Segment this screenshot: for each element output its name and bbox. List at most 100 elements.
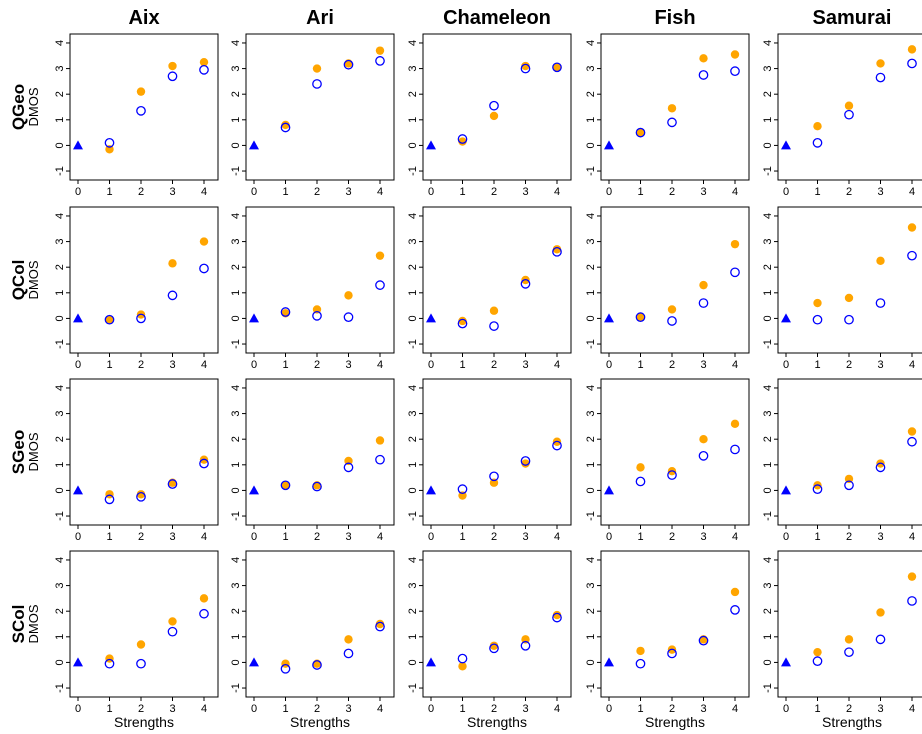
y-tick-label: -1 bbox=[407, 683, 419, 693]
column-titles: Aix Ari Chameleon Fish Samurai bbox=[128, 7, 891, 29]
y-tick-label: 2 bbox=[585, 436, 597, 442]
series-a-point bbox=[168, 259, 176, 267]
y-tick-label: 3 bbox=[762, 411, 774, 417]
panel-scol-chameleon: -1 0 1 2 3 4 0 1 2 3 4 bbox=[407, 551, 571, 715]
y-tick-label: -1 bbox=[585, 166, 597, 176]
x-tick-label: 0 bbox=[251, 703, 257, 715]
x-tick-label: 0 bbox=[428, 359, 434, 371]
series-b-point bbox=[200, 264, 208, 272]
reference-point bbox=[604, 485, 614, 494]
y-tick-label: 2 bbox=[762, 608, 774, 614]
y-tick-label: 4 bbox=[585, 40, 597, 46]
x-tick-label: 1 bbox=[106, 531, 112, 543]
x-tick-label: 0 bbox=[428, 531, 434, 543]
series-b-point bbox=[668, 118, 676, 126]
x-tick-label: 2 bbox=[491, 359, 497, 371]
series-a-point bbox=[200, 594, 208, 602]
y-tick-label: -1 bbox=[585, 339, 597, 349]
series-a-point bbox=[908, 572, 916, 580]
y-tick-label: 2 bbox=[585, 608, 597, 614]
y-tick-label: 3 bbox=[230, 411, 242, 417]
series-a-point bbox=[376, 436, 384, 444]
reference-point bbox=[426, 657, 436, 666]
series-b-point bbox=[458, 654, 466, 662]
y-tick-label: 1 bbox=[407, 634, 419, 640]
plot-frame bbox=[246, 207, 394, 353]
series-b-point bbox=[731, 606, 739, 614]
y-tick-label: 3 bbox=[54, 411, 66, 417]
y-tick-label: 0 bbox=[54, 315, 66, 321]
x-tick-label: 2 bbox=[669, 186, 675, 198]
y-tick-label: -1 bbox=[407, 339, 419, 349]
x-tick-label: 4 bbox=[909, 531, 915, 543]
series-a-point bbox=[668, 104, 676, 112]
x-tick-label: 3 bbox=[877, 531, 883, 543]
y-axis-label: DMOS bbox=[26, 432, 41, 471]
column-title: Samurai bbox=[813, 7, 892, 29]
x-tick-label: 3 bbox=[169, 359, 175, 371]
y-tick-label: 1 bbox=[762, 634, 774, 640]
x-tick-label: 1 bbox=[459, 703, 465, 715]
y-tick-label: 4 bbox=[230, 557, 242, 563]
series-a-point bbox=[731, 50, 739, 58]
y-tick-label: 3 bbox=[407, 583, 419, 589]
x-tick-label: 4 bbox=[201, 359, 207, 371]
x-tick-label: 2 bbox=[846, 186, 852, 198]
x-axis-label: Strengths bbox=[822, 714, 882, 730]
x-tick-label: 4 bbox=[377, 531, 383, 543]
series-b-point bbox=[731, 268, 739, 276]
series-b-point bbox=[845, 110, 853, 118]
reference-point bbox=[426, 313, 436, 322]
x-axis-label: Strengths bbox=[645, 714, 705, 730]
panel-qgeo-samurai: -1 0 1 2 3 4 0 1 2 3 4 bbox=[762, 34, 922, 198]
y-tick-label: -1 bbox=[54, 511, 66, 521]
y-tick-label: -1 bbox=[230, 166, 242, 176]
series-a-point bbox=[376, 46, 384, 54]
y-tick-label: 1 bbox=[585, 634, 597, 640]
y-axis-label: DMOS bbox=[26, 260, 41, 299]
y-tick-label: 2 bbox=[230, 91, 242, 97]
series-a-point bbox=[168, 617, 176, 625]
series-a-point bbox=[636, 463, 644, 471]
series-b-point bbox=[876, 635, 884, 643]
x-tick-label: 0 bbox=[75, 186, 81, 198]
x-tick-label: 2 bbox=[314, 359, 320, 371]
y-tick-label: -1 bbox=[230, 511, 242, 521]
series-b-point bbox=[168, 72, 176, 80]
reference-point bbox=[249, 485, 259, 494]
y-tick-label: 0 bbox=[407, 487, 419, 493]
y-tick-label: 1 bbox=[762, 462, 774, 468]
series-a-point bbox=[813, 299, 821, 307]
y-axis-label: DMOS bbox=[26, 604, 41, 643]
x-tick-label: 1 bbox=[814, 359, 820, 371]
y-tick-label: 0 bbox=[230, 315, 242, 321]
x-tick-label: 1 bbox=[282, 359, 288, 371]
y-tick-label: 0 bbox=[762, 142, 774, 148]
y-tick-label: 1 bbox=[585, 290, 597, 296]
x-tick-label: 1 bbox=[459, 186, 465, 198]
panel-scol-ari: -1012340 1 2 3 4 bbox=[230, 551, 394, 715]
plot-frame bbox=[246, 379, 394, 525]
series-b-point bbox=[490, 322, 498, 330]
y-tick-label: 4 bbox=[762, 40, 774, 46]
x-tick-label: 1 bbox=[637, 531, 643, 543]
x-tick-label: 0 bbox=[783, 186, 789, 198]
plot-frame bbox=[601, 551, 749, 697]
series-b-point bbox=[376, 57, 384, 65]
y-tick-label: 2 bbox=[407, 436, 419, 442]
y-tick-label: 1 bbox=[407, 290, 419, 296]
panel-qgeo-ari: -1012340 1 2 3 4 bbox=[230, 34, 394, 198]
x-tick-label: 4 bbox=[377, 359, 383, 371]
reference-point bbox=[249, 140, 259, 149]
y-tick-label: 0 bbox=[230, 487, 242, 493]
y-tick-label: -1 bbox=[54, 339, 66, 349]
series-b-point bbox=[200, 610, 208, 618]
series-a-point bbox=[876, 608, 884, 616]
plot-frame bbox=[246, 551, 394, 697]
y-tick-label: 1 bbox=[54, 117, 66, 123]
y-tick-label: 1 bbox=[230, 634, 242, 640]
y-tick-label: 3 bbox=[54, 239, 66, 245]
y-tick-label: -1 bbox=[54, 683, 66, 693]
series-b-point bbox=[344, 649, 352, 657]
